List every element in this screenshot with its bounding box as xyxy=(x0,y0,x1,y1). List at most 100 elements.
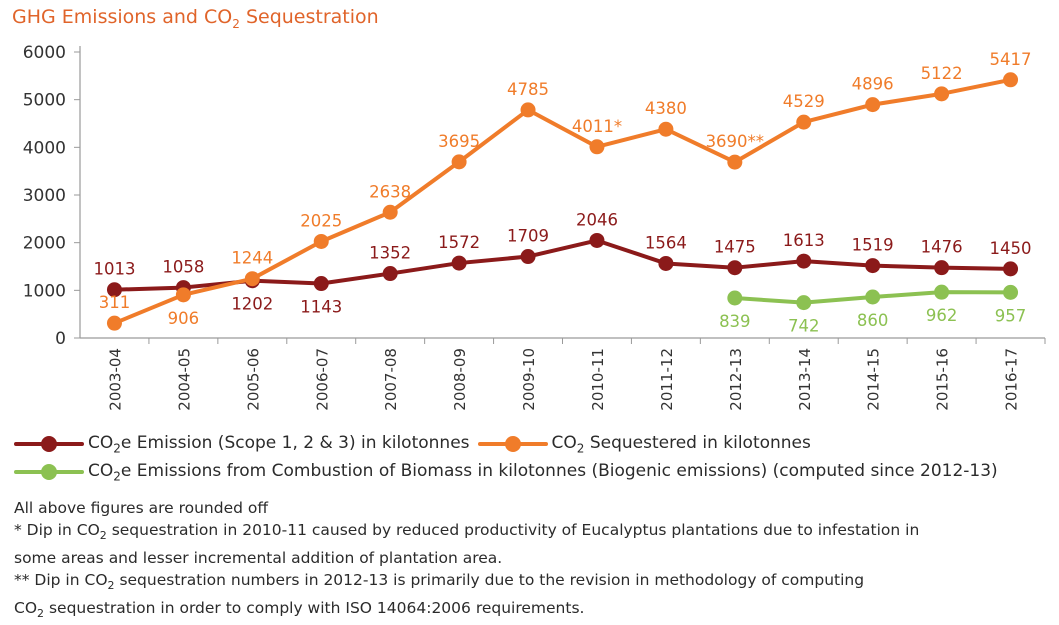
x-tick-label: 2006-07 xyxy=(313,348,331,411)
x-tick-label: 2011-12 xyxy=(658,348,676,411)
data-label: 3690** xyxy=(706,132,765,151)
data-point xyxy=(865,97,881,113)
y-tick-label: 1000 xyxy=(23,281,66,301)
data-label: 1202 xyxy=(231,295,273,314)
data-point xyxy=(589,232,605,248)
y-tick-label: 0 xyxy=(55,329,66,349)
data-point xyxy=(865,289,881,305)
y-tick-label: 2000 xyxy=(23,234,66,254)
data-label: 2638 xyxy=(369,182,411,201)
data-point xyxy=(727,260,743,276)
x-tick-label: 2016-17 xyxy=(1003,348,1021,411)
legend-swatch-emission xyxy=(14,434,84,454)
legend-item-emission: CO2e Emission (Scope 1, 2 & 3) in kiloto… xyxy=(14,433,470,455)
note-dip-2010-11-cont: some areas and lesser incremental additi… xyxy=(14,549,503,568)
data-point xyxy=(382,204,398,220)
data-label: 1244 xyxy=(231,249,273,268)
data-label: 1613 xyxy=(783,231,825,250)
data-point xyxy=(106,315,122,331)
data-label: 1519 xyxy=(852,236,894,255)
data-label: 906 xyxy=(168,309,200,328)
x-tick-label: 2007-08 xyxy=(382,348,400,411)
data-point xyxy=(1003,261,1019,277)
data-label: 1476 xyxy=(921,238,963,257)
data-label: 4380 xyxy=(645,99,687,118)
legend-row-1: CO2e Emission (Scope 1, 2 & 3) in kiloto… xyxy=(14,433,819,455)
data-point xyxy=(520,249,536,265)
legend-item-biogenic: CO2e Emissions from Combustion of Biomas… xyxy=(14,461,998,483)
data-label: 839 xyxy=(719,312,751,331)
data-point xyxy=(589,139,605,155)
data-point xyxy=(382,266,398,282)
data-label: 4785 xyxy=(507,80,549,99)
data-point xyxy=(796,295,812,311)
data-point xyxy=(934,284,950,300)
data-label: 742 xyxy=(788,317,820,336)
data-point xyxy=(796,114,812,130)
data-label: 2025 xyxy=(300,211,342,230)
data-point xyxy=(658,255,674,271)
data-point xyxy=(175,287,191,303)
x-tick-label: 2004-05 xyxy=(175,348,193,411)
chart-title-subscript: 2 xyxy=(232,16,240,31)
note-dip-2012-13-cont: CO2 sequestration in order to comply wit… xyxy=(14,599,585,621)
data-point xyxy=(865,258,881,274)
y-tick-label: 4000 xyxy=(23,138,66,158)
data-label: 4896 xyxy=(852,75,894,94)
chart-title-text: GHG Emissions and CO xyxy=(12,6,233,28)
data-label: 860 xyxy=(857,311,889,330)
legend-label-emission: CO2e Emission (Scope 1, 2 & 3) in kiloto… xyxy=(88,433,470,456)
data-point xyxy=(796,253,812,269)
series-line-1 xyxy=(112,77,1013,326)
data-point xyxy=(106,282,122,298)
x-tick-label: 2013-14 xyxy=(796,348,814,411)
y-tick-label: 3000 xyxy=(23,186,66,206)
chart-title: GHG Emissions and CO2 Sequestration xyxy=(12,6,379,31)
data-point xyxy=(727,154,743,170)
data-point xyxy=(934,260,950,276)
data-label: 1709 xyxy=(507,227,549,246)
legend-swatch-biogenic xyxy=(14,462,84,482)
y-tick-label: 5000 xyxy=(23,91,66,111)
data-point xyxy=(934,86,950,102)
x-tick-label: 2010-11 xyxy=(589,348,607,411)
data-label: 4529 xyxy=(783,92,825,111)
x-tick-label: 2015-16 xyxy=(934,348,952,411)
x-tick-label: 2008-09 xyxy=(451,348,469,411)
x-tick-label: 2012-13 xyxy=(727,348,745,411)
data-label: 1450 xyxy=(990,239,1032,258)
data-label: 4011* xyxy=(572,117,622,136)
data-point xyxy=(658,121,674,137)
y-tick-label: 6000 xyxy=(23,43,66,63)
data-point xyxy=(727,290,743,306)
chart-title-text-end: Sequestration xyxy=(239,6,379,28)
line-chart: 0 1000 2000 3000 4000 5000 6000 2003-04 2004-05 2… xyxy=(23,43,1046,411)
data-label: 1475 xyxy=(714,238,756,257)
x-tick-label: 2009-10 xyxy=(520,348,538,411)
data-label: 5122 xyxy=(921,64,963,83)
data-label: 1013 xyxy=(93,260,135,279)
legend-row-2: CO2e Emissions from Combustion of Biomas… xyxy=(14,461,1006,483)
data-label: 3695 xyxy=(438,132,480,151)
data-point xyxy=(313,276,329,292)
data-point xyxy=(244,271,260,287)
data-label: 311 xyxy=(99,293,131,312)
data-point xyxy=(1003,72,1019,88)
data-label: 1143 xyxy=(300,298,342,317)
data-label: 1572 xyxy=(438,233,480,252)
data-point xyxy=(313,233,329,249)
data-label: 5417 xyxy=(990,50,1032,69)
legend-label-biogenic: CO2e Emissions from Combustion of Biomas… xyxy=(88,461,998,484)
x-tick-label: 2005-06 xyxy=(244,348,262,411)
note-dip-2010-11: * Dip in CO2 sequestration in 2010-11 ca… xyxy=(14,521,920,543)
legend-item-sequestered: CO2 Sequestered in kilotonnes xyxy=(477,433,811,456)
data-label: 1352 xyxy=(369,244,411,263)
x-tick-label: 2014-15 xyxy=(865,348,883,411)
data-point xyxy=(451,154,467,170)
data-label: 1058 xyxy=(162,258,204,277)
data-point xyxy=(451,255,467,271)
footnotes: All above figures are rounded off * Dip … xyxy=(14,497,1044,625)
note-dip-2012-13: ** Dip in CO2 sequestration numbers in 2… xyxy=(14,571,865,593)
legend-label-sequestered: CO2 Sequestered in kilotonnes xyxy=(551,433,811,456)
data-point xyxy=(1003,284,1019,300)
